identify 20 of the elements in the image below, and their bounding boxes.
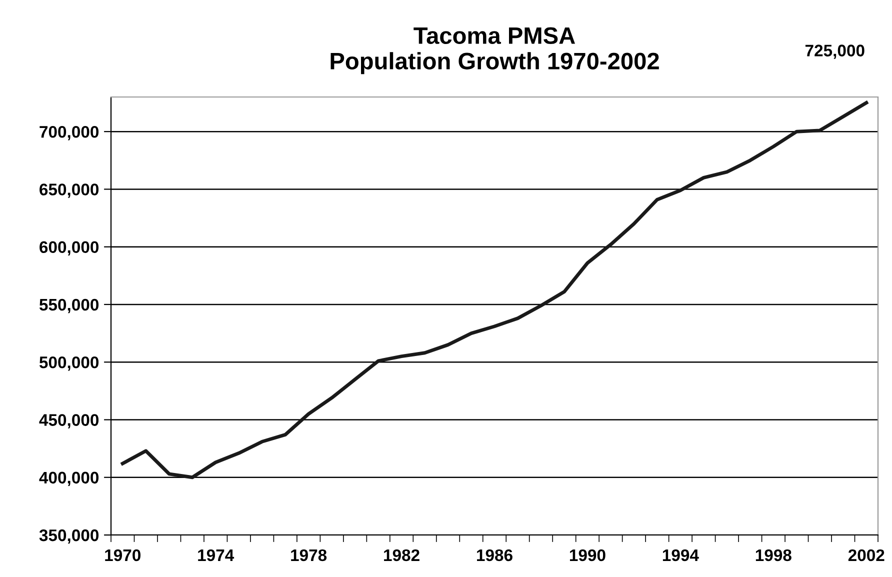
x-tick-label: 1998	[756, 549, 792, 562]
x-tick-label: 1974	[198, 549, 234, 562]
y-tick-label: 550,000	[39, 298, 99, 314]
x-tick-label: 1990	[570, 549, 606, 562]
line-series	[120, 101, 868, 480]
x-tick-label: 2002	[848, 549, 884, 562]
x-tick-label: 1970	[105, 549, 140, 562]
x-tick-label: 1978	[291, 549, 327, 562]
text: 725,000	[805, 44, 864, 59]
y-tick-label: 600,000	[40, 241, 99, 256]
chart-title: Tacoma PMSA Population Growth 1970-2002	[330, 27, 659, 74]
x-tick-label: 1982	[384, 549, 420, 562]
x-tick-label: 1986	[477, 549, 512, 562]
y-tick-label: 400,000	[39, 472, 99, 486]
y-tick-label: 450,000	[39, 414, 99, 428]
y-tick-label: 700,000	[40, 126, 99, 140]
y-tick-label: 650,000	[40, 184, 99, 198]
y-tick-label: 500,000	[39, 356, 99, 371]
x-tick-label: 1994	[662, 549, 699, 562]
y-tick-label: 350,000	[39, 529, 99, 544]
